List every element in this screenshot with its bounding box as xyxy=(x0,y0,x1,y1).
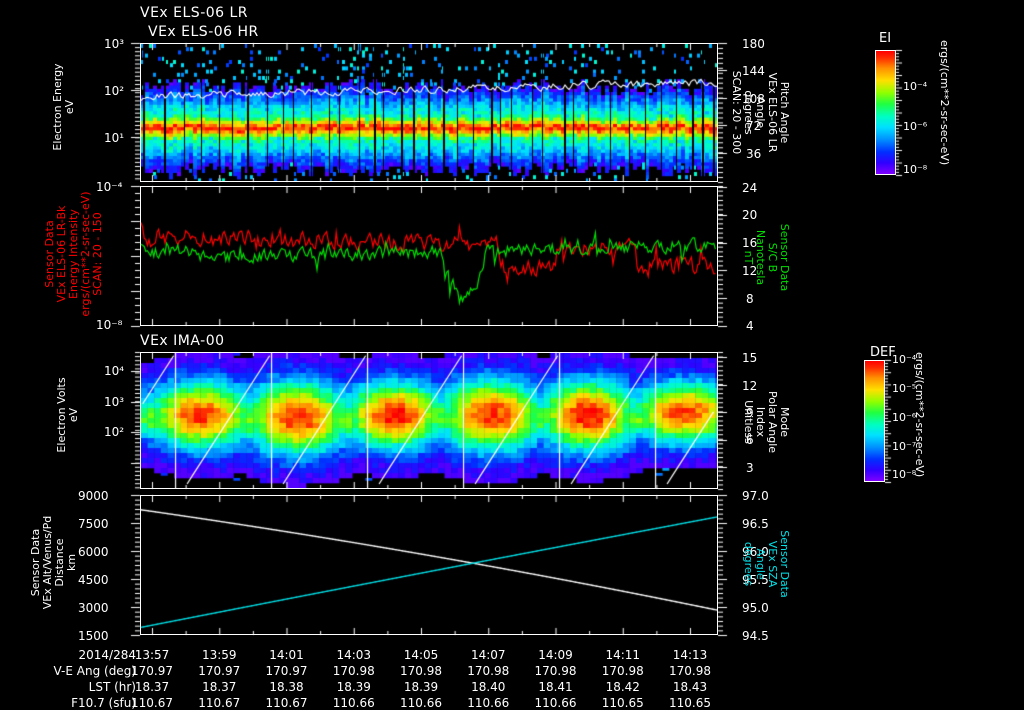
bottom-cell-v-e-ang-7: 170.98 xyxy=(601,664,644,678)
cb2-tick-0: 10⁻⁴ xyxy=(892,353,917,366)
bottom-cell-v-e-ang-3: 170.98 xyxy=(332,664,375,678)
bottom-cell-lst-3: 18.39 xyxy=(336,680,371,694)
bottom-cell-f10-7-3: 110.66 xyxy=(332,696,375,710)
bottom-cell-time-4: 14:05 xyxy=(403,648,439,662)
bottom-cell-lst-6: 18.41 xyxy=(538,680,573,694)
p3-right-caption: Mode Polar Angle Index Unitless xyxy=(742,390,791,454)
p2-right-caption: Sensor Data S/C B Nanotesla nT xyxy=(742,223,791,292)
p1-ytick-0: 10³ xyxy=(104,37,125,51)
p4-ytick-4: 3000 xyxy=(78,601,109,615)
bottom-cell-lst-4: 18.39 xyxy=(403,680,439,694)
cb2-tick-4: 10⁻⁸ xyxy=(892,468,917,481)
cb2-tick-2: 10⁻⁶ xyxy=(892,411,917,424)
colorbar-ei-unit: ergs/(cm**2-sr-sec-eV) xyxy=(938,40,951,166)
cb2-tick-1: 10⁻⁵ xyxy=(892,382,917,395)
p1-ytick-1: 10² xyxy=(104,84,125,98)
cb1-tick-0: 10⁻⁴ xyxy=(903,80,928,93)
bottom-cell-f10-7-1: 110.67 xyxy=(198,696,241,710)
bottom-cell-time-1: 13:59 xyxy=(201,648,237,662)
bottom-cell-lst-5: 18.40 xyxy=(471,680,506,694)
bottom-cell-f10-7-2: 110.67 xyxy=(265,696,308,710)
p4-right-caption: Sensor Data VEx SZA Angle degrees xyxy=(742,530,791,598)
panel1-title-lr: VEx ELS-06 LR xyxy=(140,5,249,21)
bottom-cell-time-5: 14:07 xyxy=(470,648,506,662)
cb2-tick-3: 10⁻⁷ xyxy=(892,440,917,453)
panel-ima-spectrogram xyxy=(140,352,718,489)
bottom-cell-time-6: 14:09 xyxy=(538,648,573,662)
bottom-row-label-f10-7: F10.7 (sfu) xyxy=(71,696,136,710)
p4-ytick-0: 9000 xyxy=(78,489,109,503)
bottom-cell-v-e-ang-5: 170.98 xyxy=(467,664,510,678)
bottom-cell-v-e-ang-8: 170.98 xyxy=(669,664,711,678)
p2-left-caption: Sensor Data VEx ELS-06 LR-Bk Energy Inte… xyxy=(43,191,104,317)
p1-left-caption: Electron Energy eV xyxy=(51,63,76,151)
bottom-cell-f10-7-6: 110.66 xyxy=(534,696,577,710)
p4-rtick-5: 94.5 xyxy=(742,629,769,643)
bottom-cell-time-0: 13:57 xyxy=(134,648,170,662)
cb2-unit-wrap: ergs/(cm**2-sr-sec-eV) xyxy=(913,352,1024,477)
colorbar-def-unit: ergs/(cm**2-sr-sec-eV) xyxy=(913,352,926,478)
panel-energy-intensity-magfield xyxy=(140,186,718,326)
p3-ytick-0: 10⁴ xyxy=(104,364,125,378)
bottom-cell-lst-8: 18.43 xyxy=(672,680,708,694)
p2-rtick-0: 24 xyxy=(742,181,758,195)
colorbar-ei-title: EI xyxy=(879,31,892,46)
p4-ytick-3: 4500 xyxy=(78,573,109,587)
bottom-cell-v-e-ang-2: 170.97 xyxy=(265,664,308,678)
bottom-cell-lst-2: 18.38 xyxy=(269,680,304,694)
bottom-cell-f10-7-8: 110.65 xyxy=(669,696,711,710)
cb1-unit-wrap: ergs/(cm**2-sr-sec-eV) xyxy=(938,40,1024,165)
bottom-row-label-lst: LST (hr) xyxy=(88,680,136,694)
p3-right-caption-wrap: Mode Polar Angle Index Unitless xyxy=(742,363,908,453)
bottom-cell-f10-7-0: 110.67 xyxy=(131,696,173,710)
cb1-tick-2: 10⁻⁸ xyxy=(903,163,928,176)
bottom-row-label-time: 2014/284 xyxy=(78,648,137,662)
p4-rtick-0: 97.0 xyxy=(742,489,769,503)
bottom-cell-time-3: 14:03 xyxy=(336,648,372,662)
p3-ytick-2: 10² xyxy=(104,425,125,439)
p4-ytick-2: 6000 xyxy=(78,545,109,559)
p3-ytick-1: 10³ xyxy=(104,395,125,409)
bottom-cell-lst-7: 18.42 xyxy=(605,680,640,694)
bottom-cell-time-8: 14:13 xyxy=(672,648,708,662)
p1-right-caption: Pitch Angle VEx ELS-06 LR Angle degrees … xyxy=(730,70,791,155)
bottom-row-label-v-e-ang: V-E Ang (deg) xyxy=(53,664,136,678)
p2-rtick-5: 4 xyxy=(746,319,754,333)
bottom-cell-time-2: 14:01 xyxy=(269,648,304,662)
p1-ytick-2: 10¹ xyxy=(104,131,125,145)
bottom-cell-f10-7-7: 110.65 xyxy=(601,696,644,710)
p2-right-caption-wrap: Sensor Data S/C B Nanotesla nT xyxy=(742,195,915,291)
bottom-cell-v-e-ang-1: 170.97 xyxy=(198,664,241,678)
bottom-cell-v-e-ang-6: 170.98 xyxy=(534,664,577,678)
bottom-cell-v-e-ang-0: 170.97 xyxy=(131,664,173,678)
p4-ytick-1: 7500 xyxy=(78,517,109,531)
p3-left-caption: Electron Volts eV xyxy=(55,377,80,453)
cb1-tick-1: 10⁻⁶ xyxy=(903,120,928,133)
bottom-cell-time-7: 14:11 xyxy=(605,648,641,662)
colorbar-def xyxy=(864,360,885,482)
bottom-cell-f10-7-4: 110.66 xyxy=(400,696,442,710)
panel-ephemeris xyxy=(140,495,718,635)
bottom-cell-v-e-ang-4: 170.98 xyxy=(400,664,442,678)
panel1-title-hr: VEx ELS-06 HR xyxy=(148,24,259,40)
panel-els-lr-spectrogram xyxy=(140,43,718,182)
colorbar-ei xyxy=(875,50,896,175)
bottom-cell-lst-0: 18.37 xyxy=(134,680,170,694)
bottom-cell-lst-1: 18.37 xyxy=(202,680,237,694)
colorbar-def-title: DEF xyxy=(870,345,896,360)
p4-right-caption-wrap: Sensor Data VEx SZA Angle degrees xyxy=(742,505,908,597)
bottom-cell-f10-7-5: 110.66 xyxy=(467,696,510,710)
p4-left-caption: Sensor Data VEx Alt/Venus/Pd Distance km xyxy=(29,515,78,610)
